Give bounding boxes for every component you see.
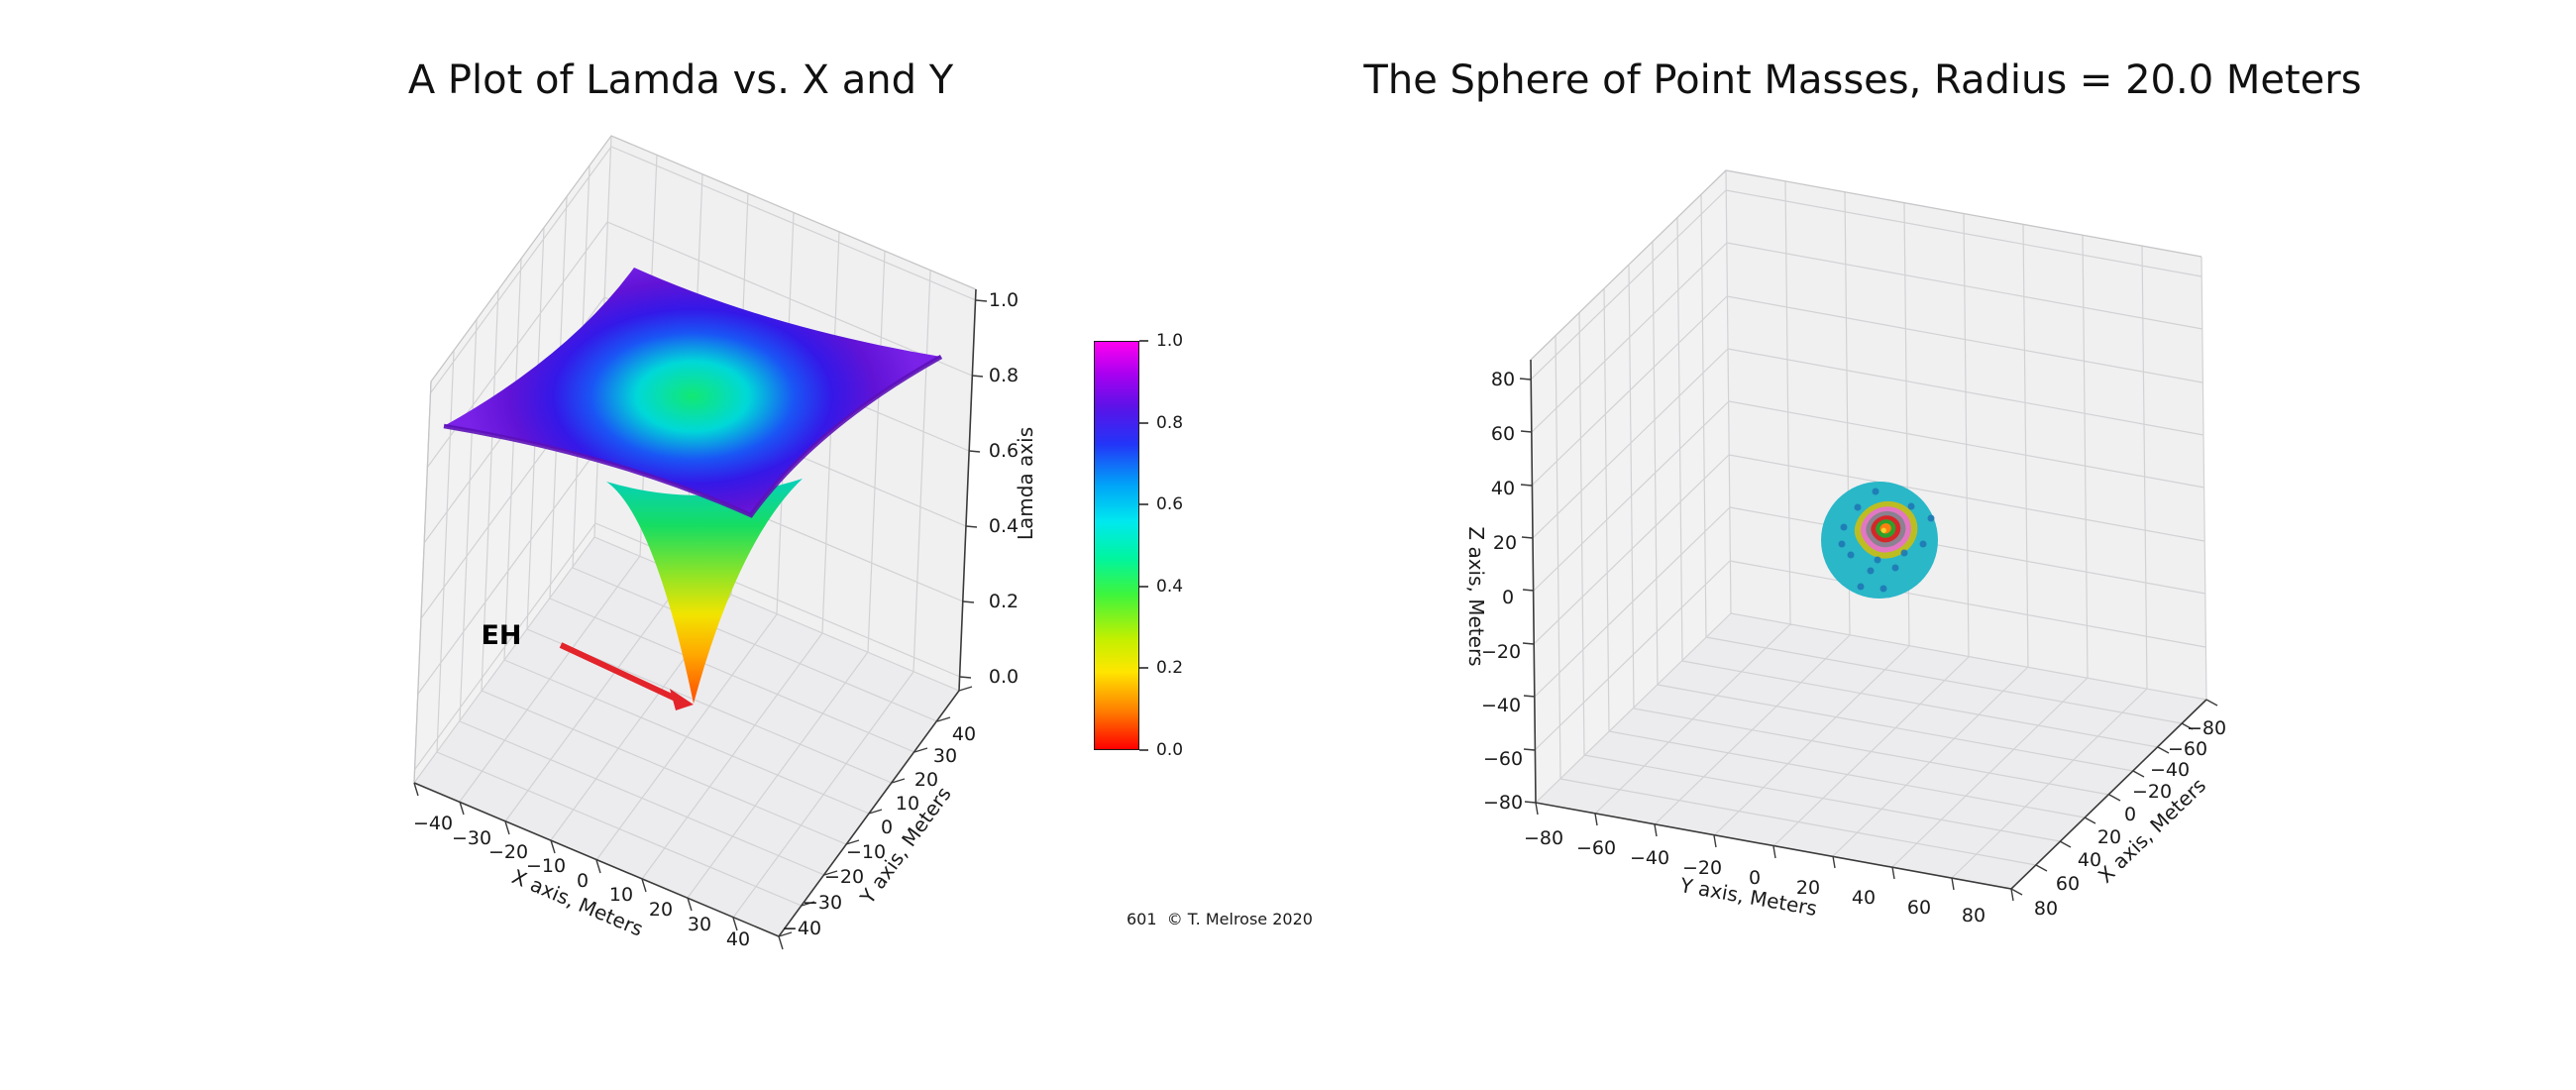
right-x-tick: −40 bbox=[2149, 759, 2191, 781]
right-y-tick: −80 bbox=[1523, 827, 1564, 849]
left-y-tick: 40 bbox=[951, 723, 977, 745]
right-z-tick: 20 bbox=[1492, 532, 1518, 554]
left-x-tick: −10 bbox=[525, 855, 567, 877]
left-x-tick: −40 bbox=[412, 813, 454, 834]
x-axis-ticks bbox=[413, 782, 784, 950]
left-z-axis-label: Lamda axis bbox=[1014, 426, 1037, 541]
right-x-tick: 40 bbox=[2077, 849, 2102, 871]
right-x-tick: 60 bbox=[2055, 873, 2081, 895]
right-x-tick: 0 bbox=[2123, 804, 2137, 825]
right-y-tick: −20 bbox=[1681, 857, 1723, 879]
right-y-tick: −40 bbox=[1629, 847, 1670, 869]
lamda-surface-sheet bbox=[444, 268, 941, 515]
box-top-edges bbox=[413, 135, 977, 784]
right-x-tick: −80 bbox=[2186, 717, 2227, 739]
left-plot-title: A Plot of Lamda vs. X and Y bbox=[407, 57, 954, 103]
right-z-tick: −20 bbox=[1480, 641, 1522, 663]
right-x-tick: −60 bbox=[2167, 738, 2208, 760]
y-axis-ticks bbox=[778, 686, 973, 937]
left-x-tick: 30 bbox=[687, 914, 712, 935]
right-x-tick: 20 bbox=[2096, 826, 2122, 848]
left-x-tick: −20 bbox=[487, 841, 529, 863]
colorbar-tick: 0.0 bbox=[1156, 740, 1184, 760]
left-y-tick: 10 bbox=[895, 793, 920, 815]
left-y-tick: −40 bbox=[781, 918, 822, 939]
box-top-edges bbox=[1530, 169, 2202, 361]
colorbar-ticks bbox=[1139, 340, 1148, 751]
left-z-tick: 0.0 bbox=[988, 666, 1020, 688]
right-y-tick: 20 bbox=[1795, 877, 1821, 899]
right-z-tick: −40 bbox=[1480, 695, 1522, 716]
colorbar-tick: 1.0 bbox=[1156, 331, 1184, 351]
left-y-tick: 0 bbox=[880, 817, 894, 838]
right-y-tick: 60 bbox=[1906, 897, 1932, 919]
left-z-tick: 1.0 bbox=[988, 289, 1020, 311]
colorbar-tick: 0.2 bbox=[1156, 658, 1184, 678]
right-z-tick: −60 bbox=[1482, 748, 1524, 770]
left-y-tick: −20 bbox=[823, 866, 865, 888]
left-y-tick: −10 bbox=[845, 841, 887, 863]
right-x-tick: −20 bbox=[2131, 781, 2173, 803]
eh-annotation-label: EH bbox=[481, 620, 522, 651]
left-x-tick: −30 bbox=[451, 827, 492, 849]
right-y-tick: 80 bbox=[1961, 905, 1986, 926]
right-z-tick: 80 bbox=[1490, 369, 1516, 390]
eh-arrow-head bbox=[670, 689, 694, 710]
right-z-tick: 60 bbox=[1490, 423, 1516, 445]
right-x-tick: 80 bbox=[2033, 898, 2059, 920]
right-y-tick: −60 bbox=[1575, 837, 1617, 859]
right-plot-title: The Sphere of Point Masses, Radius = 20.… bbox=[1363, 57, 2362, 103]
left-x-tick: 0 bbox=[576, 870, 590, 892]
right-y-tick: 40 bbox=[1851, 887, 1877, 909]
colorbar-tick: 0.8 bbox=[1156, 413, 1184, 433]
colorbar bbox=[1094, 341, 1139, 750]
left-x-tick: 20 bbox=[648, 899, 674, 921]
right-z-tick: 40 bbox=[1490, 478, 1516, 499]
left-z-tick: 0.2 bbox=[988, 591, 1020, 612]
left-y-tick: 30 bbox=[932, 745, 958, 767]
funnel-surface bbox=[606, 479, 803, 704]
z-axis-ticks bbox=[959, 299, 988, 679]
left-y-tick: −30 bbox=[802, 892, 843, 914]
x-axis-ticks bbox=[2010, 699, 2218, 896]
axis-lines bbox=[1530, 359, 2207, 890]
y-axis-ticks bbox=[1535, 802, 2014, 902]
right-z-tick: 0 bbox=[1501, 587, 1515, 608]
left-y-tick: 20 bbox=[913, 769, 939, 791]
z-axis-ticks bbox=[1519, 378, 1537, 804]
right-z-tick: −80 bbox=[1482, 792, 1524, 814]
sheet-front-rim bbox=[443, 355, 943, 518]
right-y-tick: 0 bbox=[1748, 867, 1762, 889]
eh-arrow-line bbox=[559, 642, 678, 702]
colorbar-tick: 0.4 bbox=[1156, 577, 1184, 597]
back-wall-grid bbox=[1725, 180, 2207, 701]
left-x-tick: 10 bbox=[608, 884, 634, 906]
colorbar-tick: 0.6 bbox=[1156, 494, 1184, 514]
left-z-tick: 0.6 bbox=[988, 440, 1020, 462]
left-x-tick: 40 bbox=[725, 928, 751, 950]
left-z-tick: 0.4 bbox=[988, 515, 1020, 537]
inner-shell-rings bbox=[1854, 500, 1918, 559]
right-z-axis-label: Z axis, Meters bbox=[1464, 526, 1488, 667]
right-axes-box bbox=[1519, 169, 2218, 902]
left-axes-box bbox=[413, 135, 988, 950]
left-z-tick: 0.8 bbox=[988, 365, 1020, 386]
surface-point-dots bbox=[1838, 488, 1935, 593]
credit-text: 601 © T. Melrose 2020 bbox=[1127, 910, 1313, 928]
